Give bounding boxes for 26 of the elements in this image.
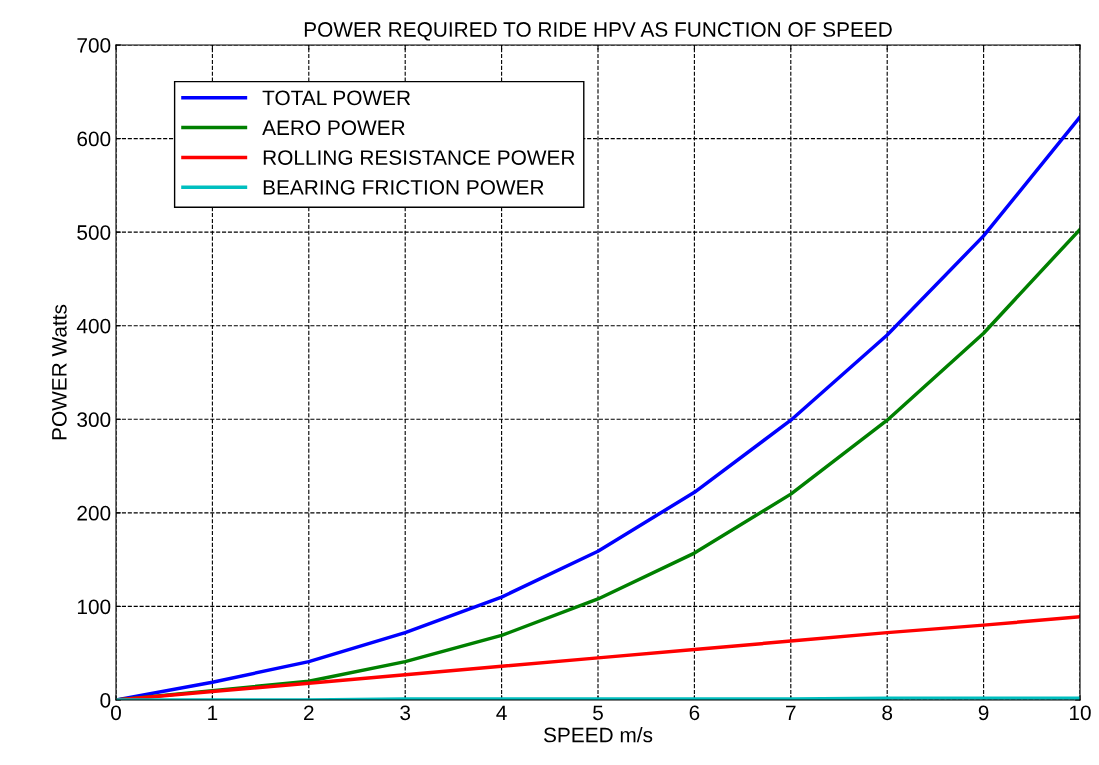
y-tick-label: 400 bbox=[76, 318, 111, 334]
x-axis-title: SPEED m/s bbox=[543, 727, 653, 743]
y-tick-label: 500 bbox=[77, 225, 111, 240]
x-tick-label: 6 bbox=[689, 705, 700, 721]
y-tick-label: 700 bbox=[77, 38, 111, 53]
y-axis-title: POWER Watts bbox=[51, 304, 67, 440]
chart-title: POWER REQUIRED TO RIDE HPV AS FUNCTION OF SPEED bbox=[304, 22, 892, 41]
y-tick-label: 0 bbox=[100, 693, 111, 708]
x-tick-label: 2 bbox=[304, 705, 314, 720]
legend-label: TOTAL POWER bbox=[262, 90, 411, 106]
y-tick-label: 100 bbox=[77, 599, 111, 615]
y-tick-label: 200 bbox=[77, 505, 111, 521]
x-tick-label: 5 bbox=[593, 705, 603, 721]
x-tick-label: 10 bbox=[1070, 705, 1091, 721]
x-tick-label: 3 bbox=[400, 705, 411, 721]
x-tick-label: 4 bbox=[496, 705, 507, 720]
x-tick-label: 1 bbox=[208, 705, 218, 720]
legend-label: BEARING FRICTION POWER bbox=[263, 180, 544, 195]
x-tick-label: 8 bbox=[882, 705, 893, 721]
x-tick-label: 9 bbox=[978, 705, 989, 721]
x-tick-label: 7 bbox=[786, 705, 796, 720]
x-tick-label: 0 bbox=[111, 705, 121, 721]
legend-label: ROLLING RESISTANCE POWER bbox=[263, 150, 575, 165]
y-tick-label: 600 bbox=[77, 131, 111, 147]
y-tick-label: 300 bbox=[77, 412, 111, 428]
legend-label: AERO POWER bbox=[262, 120, 405, 136]
